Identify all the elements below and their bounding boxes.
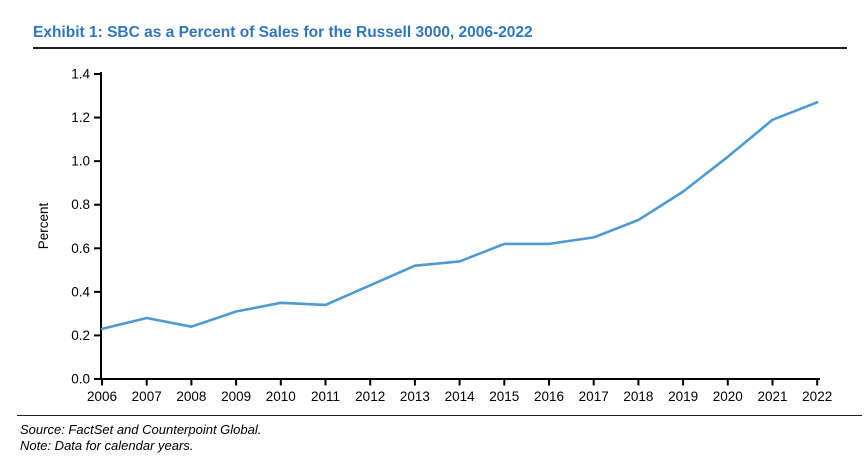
y-tick-label: 0.6 [71,241,90,256]
x-tick-label: 2014 [445,389,476,404]
x-tick-label: 2020 [713,389,743,404]
x-tick-label: 2013 [400,389,430,404]
footer-divider-rule [17,415,862,416]
calendar-note: Note: Data for calendar years. [20,438,194,453]
x-tick-label: 2011 [311,389,340,404]
x-tick-label: 2006 [87,389,117,404]
y-tick-label: 1.4 [71,67,90,82]
x-tick-label: 2019 [668,389,698,404]
x-tick-label: 2018 [623,389,653,404]
exhibit-title: Exhibit 1: SBC as a Percent of Sales for… [33,24,533,41]
y-tick-label: 0.4 [71,284,90,299]
y-tick-label: 0.2 [71,328,90,343]
y-tick-label: 1.2 [71,110,90,125]
x-tick-label: 2022 [802,389,832,404]
x-tick-label: 2010 [266,389,296,404]
x-tick-label: 2015 [489,389,519,404]
x-tick-label: 2016 [534,389,564,404]
title-underline-rule [33,47,847,49]
x-tick-label: 2021 [757,389,787,404]
x-tick-label: 2007 [132,389,162,404]
x-tick-label: 2008 [176,389,206,404]
x-tick-label: 2009 [221,389,251,404]
sbc-series-line [100,101,819,331]
x-tick-label: 2017 [579,389,609,404]
y-axis-title: Percent [36,202,51,249]
y-tick-label: 0.0 [71,372,90,387]
y-tick-label: 1.0 [71,154,90,169]
y-tick-label: 0.8 [71,197,90,212]
source-note: Source: FactSet and Counterpoint Global. [20,422,262,437]
x-tick-label: 2012 [355,389,385,404]
